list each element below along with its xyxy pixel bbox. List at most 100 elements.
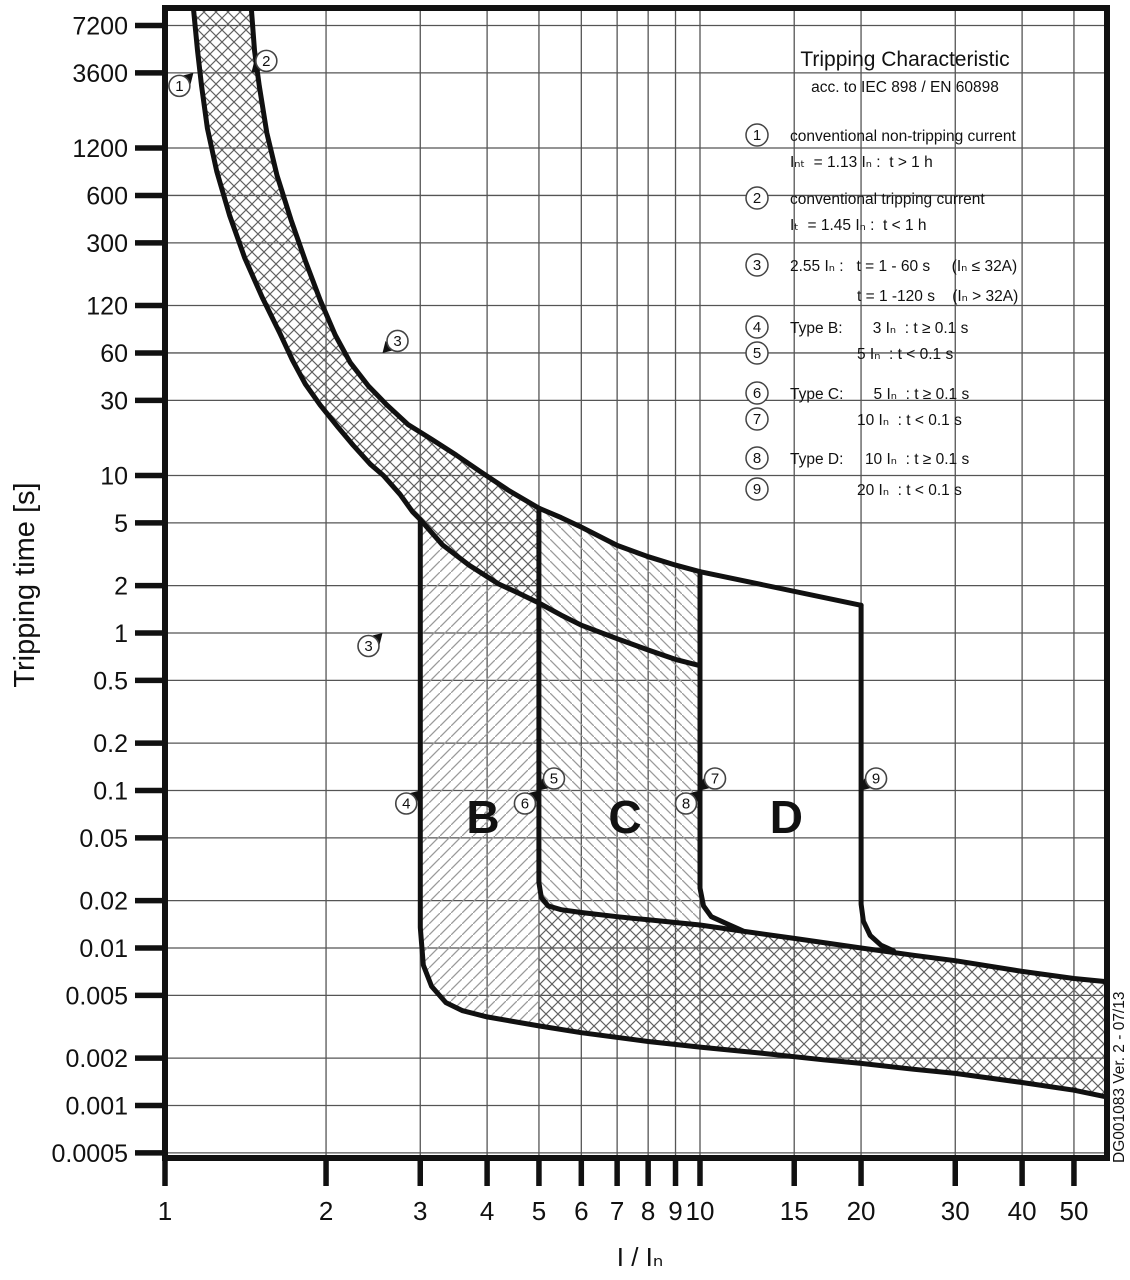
legend-item-number: 1 xyxy=(753,127,761,144)
marker-number: 9 xyxy=(872,771,880,788)
x-tick-label: 4 xyxy=(480,1196,494,1226)
hatched-regions xyxy=(193,8,1108,1098)
marker-number: 4 xyxy=(402,796,410,813)
document-reference: DG001083 Ver. 2 - 07/13 xyxy=(1111,992,1128,1163)
curve-magnetic-c-max-d-min-10In xyxy=(697,569,745,934)
legend-item-number: 6 xyxy=(753,385,761,402)
marker-circle xyxy=(864,767,888,790)
marker-circle xyxy=(542,767,566,790)
legend-item-number-circle xyxy=(745,381,769,405)
legend-item-line: 5 Iₙ : t < 0.1 s xyxy=(857,346,953,363)
legend-item-number-circle xyxy=(745,446,769,470)
y-tick-label: 2 xyxy=(114,573,128,601)
legend-item-number: 4 xyxy=(753,319,761,336)
curve-thermal-upper-limit-1.45In xyxy=(248,5,703,575)
legend-item-number-circle xyxy=(745,477,769,501)
y-tick-label: 3600 xyxy=(72,60,128,88)
legend-item-line: t = 1 -120 s (Iₙ > 32A) xyxy=(857,288,1018,305)
marker-circle xyxy=(674,792,698,815)
curve-magnetic-b-max-c-min-5In xyxy=(536,505,1110,985)
legend-item-line: Type B: 3 Iₙ : t ≥ 0.1 s xyxy=(790,320,969,337)
x-tick-label: 7 xyxy=(610,1196,624,1226)
marker-number: 6 xyxy=(521,796,529,813)
marker-circle xyxy=(386,329,409,353)
callout-markers: 1 2 3 3 4 5 6 7 8 9 xyxy=(168,49,888,815)
x-tick-label: 6 xyxy=(574,1196,588,1226)
x-tick-label: 5 xyxy=(532,1196,546,1226)
y-tick-label: 300 xyxy=(86,230,128,258)
x-axis-label: I / Iₙ xyxy=(617,1242,663,1272)
marker-number: 3 xyxy=(393,333,401,350)
y-tick-label: 0.0005 xyxy=(52,1140,128,1168)
legend-item-number-circle xyxy=(745,341,769,365)
marker-number: 3 xyxy=(364,638,372,655)
y-tick-label: 1200 xyxy=(72,135,128,163)
x-tick-label: 1 xyxy=(158,1196,172,1226)
region-label-B: B xyxy=(466,791,499,843)
y-axis-label: Tripping time [s] xyxy=(9,482,41,687)
y-tick-label: 0.2 xyxy=(93,730,128,758)
legend-item-line: 2.55 Iₙ : t = 1 - 60 s (Iₙ ≤ 32A) xyxy=(790,258,1017,275)
x-tick-label: 10 xyxy=(686,1196,715,1226)
y-tick-label: 10 xyxy=(100,463,128,491)
y-tick-label: 7200 xyxy=(72,12,128,40)
y-tick-label: 0.002 xyxy=(65,1045,128,1073)
legend-item-line: Type D: 10 Iₙ : t ≥ 0.1 s xyxy=(790,451,969,468)
y-tick-label: 0.1 xyxy=(93,778,128,806)
curve-magnetic-b-min-3In xyxy=(417,517,1110,1100)
region-type-c-region xyxy=(538,508,700,925)
region-type-b-region xyxy=(420,519,539,1026)
x-tick-label: 30 xyxy=(941,1196,970,1226)
axis-ticks: 1 2 3 4 5 6 7 8 9 10 15 20 30 40 507200360012006003001… xyxy=(52,12,1089,1226)
chart-subtitle: acc. to IEC 898 / EN 60898 xyxy=(811,79,999,96)
marker-circle xyxy=(168,74,191,98)
x-tick-label: 3 xyxy=(413,1196,427,1226)
marker-circle xyxy=(394,792,418,815)
marker-circle xyxy=(513,792,537,815)
x-tick-label: 40 xyxy=(1008,1196,1037,1226)
plot-border xyxy=(162,5,1110,1161)
y-tick-label: 0.001 xyxy=(65,1093,128,1121)
x-tick-label: 50 xyxy=(1059,1196,1088,1226)
legend-item-number: 5 xyxy=(753,345,761,362)
legend-item-line: Iₜ = 1.45 Iₙ : t < 1 h xyxy=(790,217,927,234)
region-labels: B C D xyxy=(466,791,803,843)
legend-item-number: 3 xyxy=(753,257,761,274)
y-tick-label: 5 xyxy=(114,510,128,538)
marker-circle xyxy=(255,49,278,73)
marker-circle xyxy=(357,634,380,658)
legend-item-number-circle xyxy=(745,253,769,277)
y-tick-label: 30 xyxy=(100,387,128,415)
legend-item-line: conventional tripping current xyxy=(790,191,985,208)
x-tick-label: 9 xyxy=(668,1196,682,1226)
region-label-C: C xyxy=(608,791,641,843)
y-tick-label: 1 xyxy=(114,620,128,648)
legend-item-number-circle xyxy=(745,123,769,147)
y-tick-label: 120 xyxy=(86,293,128,321)
x-tick-label: 8 xyxy=(641,1196,655,1226)
region-label-D: D xyxy=(770,791,803,843)
curve-type-d-upper-boundary xyxy=(697,569,864,608)
legend-item-number-circle xyxy=(745,407,769,431)
y-tick-label: 0.5 xyxy=(93,667,128,695)
marker-number: 8 xyxy=(682,796,690,813)
y-tick-label: 0.02 xyxy=(79,888,128,916)
legend-item-number: 9 xyxy=(753,481,761,498)
legend-item-line: Iₙₜ = 1.13 Iₙ : t > 1 h xyxy=(790,154,933,171)
legend-item-line: conventional non-tripping current xyxy=(790,128,1016,145)
legend-item-number: 8 xyxy=(753,450,761,467)
y-tick-label: 60 xyxy=(100,340,128,368)
characteristic-curves xyxy=(190,5,1110,1100)
chart-title: Tripping Characteristic xyxy=(800,48,1009,71)
legend-block: 1 conventional non-tripping current Iₙₜ = … xyxy=(745,123,1018,501)
curve-thermal-lower-limit-1.13In xyxy=(190,5,703,669)
y-tick-label: 0.01 xyxy=(79,935,128,963)
marker-number: 7 xyxy=(711,771,719,788)
marker-number: 2 xyxy=(262,53,270,70)
legend-item-number-circle xyxy=(745,186,769,210)
legend-item-number: 2 xyxy=(753,190,761,207)
x-tick-label: 2 xyxy=(319,1196,333,1226)
legend-item-number: 7 xyxy=(753,411,761,428)
marker-circle xyxy=(703,767,727,790)
